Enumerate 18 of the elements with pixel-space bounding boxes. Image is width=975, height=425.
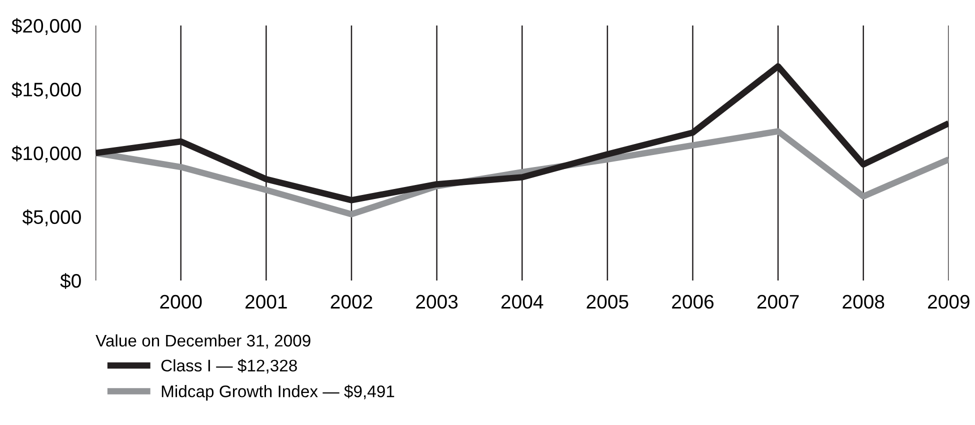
x-tick-label: 2008 (842, 294, 884, 309)
y-tick-label: $10,000 (12, 146, 81, 163)
x-tick-label: 2003 (416, 294, 458, 309)
x-tick-label: 2007 (757, 294, 799, 309)
y-tick-label: $0 (60, 273, 81, 289)
x-tick-label: 2000 (160, 294, 202, 309)
x-tick-label: 2001 (246, 294, 287, 309)
legend-label: Class I — $12,328 (161, 358, 297, 374)
x-tick-label: 2009 (928, 294, 970, 309)
x-tick-label: 2004 (501, 294, 544, 309)
legend-label: Midcap Growth Index — $9,491 (162, 384, 394, 401)
y-tick-label: $15,000 (12, 82, 81, 99)
y-tick-label: $5,000 (22, 209, 81, 226)
x-tick-label: 2002 (330, 294, 372, 309)
x-tick-label: 2006 (672, 294, 714, 309)
y-tick-label: $20,000 (12, 18, 81, 36)
legend-title: Value on December 31, 2009 (96, 334, 310, 349)
x-tick-label: 2005 (586, 294, 628, 309)
